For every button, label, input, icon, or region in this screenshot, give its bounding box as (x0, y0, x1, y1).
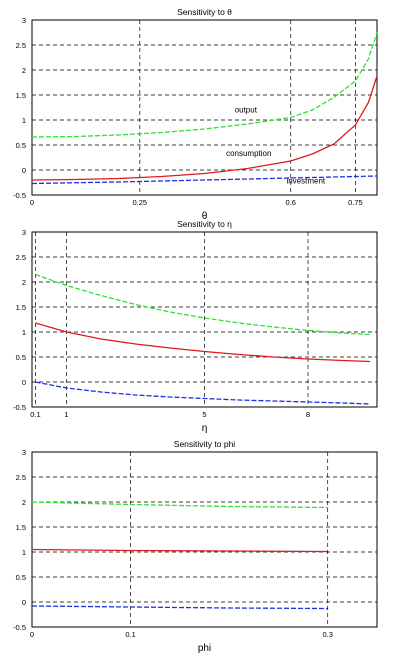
y-tick-label: 0.5 (16, 353, 26, 362)
annotation-output: output (235, 106, 258, 115)
y-tick-label: 1 (22, 328, 26, 337)
plot-frame (31, 19, 378, 196)
y-tick-label: 3 (22, 448, 26, 457)
y-tick-label: 1.5 (16, 523, 26, 532)
y-tick-label: 2 (22, 498, 26, 507)
series-output (31, 501, 328, 509)
chart-title: Sensitivity to phi (174, 439, 236, 449)
y-tick-label: 0.5 (16, 573, 26, 582)
series-investment (31, 175, 378, 185)
y-tick-label: 3 (22, 228, 26, 237)
y-tick-label: 1.5 (16, 91, 26, 100)
y-tick-label: -0.5 (13, 623, 26, 632)
x-tick-label: 5 (202, 410, 206, 419)
x-tick-label: 8 (306, 410, 310, 419)
y-tick-label: 1 (22, 548, 26, 557)
x-axis-label: θ (202, 211, 208, 222)
x-tick-label: 0.25 (133, 198, 148, 207)
y-tick-label: 2 (22, 278, 26, 287)
y-tick-label: 0 (22, 166, 26, 175)
y-tick-label: -0.5 (13, 191, 26, 200)
y-tick-label: 1.5 (16, 303, 26, 312)
x-axis-label: phi (198, 643, 211, 654)
chart-panel-1: -0.5 0 0.5 1 1.5 2 2.5 3 0 0.25 0.6 0.75 output consu… (13, 7, 378, 222)
y-tick-label: 3 (22, 16, 26, 25)
series-output (31, 32, 378, 138)
series-consumption (31, 548, 328, 553)
x-tick-label: 0.1 (125, 630, 135, 639)
series-consumption (31, 75, 378, 181)
y-tick-label: 2.5 (16, 473, 26, 482)
y-tick-label: 2.5 (16, 41, 26, 50)
x-tick-label: 0.3 (322, 630, 332, 639)
y-tick-label: 1 (22, 116, 26, 125)
series-consumption (35, 322, 371, 363)
y-tick-label: 0.5 (16, 141, 26, 150)
x-tick-label: 0 (30, 630, 34, 639)
annotation-consumption: consumption (226, 149, 271, 158)
x-axis-label: η (202, 423, 208, 434)
chart-title: Sensitivity to η (177, 219, 232, 229)
x-tick-label: 0.6 (286, 198, 296, 207)
series-output (35, 273, 371, 336)
series-investment (35, 381, 371, 405)
y-tick-label: 0 (22, 598, 26, 607)
y-tick-label: 2.5 (16, 253, 26, 262)
plot-frame (31, 451, 378, 628)
x-tick-label: 0.75 (348, 198, 363, 207)
y-tick-label: 2 (22, 66, 26, 75)
chart-panel-2: -0.5 0 0.5 1 1.5 2 2.5 3 0.1 1 5 8 Sensitivity to η η (13, 219, 378, 434)
chart-panel-3: -0.5 0 0.5 1 1.5 2 2.5 3 0 0.1 0.3 Sensitivity to p… (13, 439, 378, 654)
x-tick-label: 0.1 (30, 410, 40, 419)
y-tick-label: 0 (22, 378, 26, 387)
y-tick-label: -0.5 (13, 403, 26, 412)
annotation-investment: investment (286, 177, 325, 186)
series-investment (31, 605, 328, 610)
x-tick-label: 0 (30, 198, 34, 207)
chart-title: Sensitivity to θ (177, 7, 232, 17)
x-tick-label: 1 (64, 410, 68, 419)
